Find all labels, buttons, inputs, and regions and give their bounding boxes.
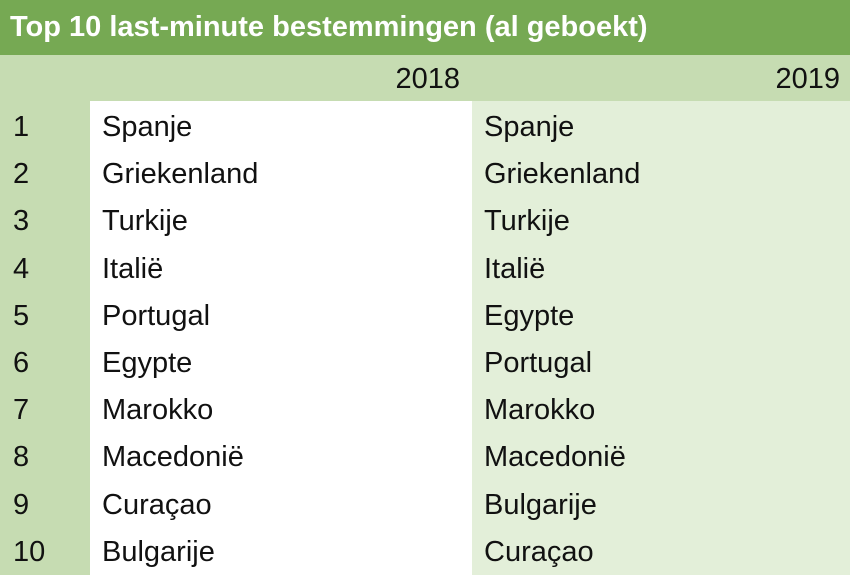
destination-2019: Italië bbox=[484, 252, 546, 285]
destination-2018: Macedonië bbox=[102, 441, 244, 474]
destination-2019: Turkije bbox=[484, 205, 570, 238]
destination-2019: Egypte bbox=[484, 299, 575, 332]
destination-2018: Italië bbox=[102, 252, 164, 285]
destination-2019: Portugal bbox=[484, 347, 593, 379]
destination-2019: Curaçao bbox=[484, 535, 594, 568]
destination-2018: Turkije bbox=[102, 205, 188, 238]
destination-2019: Macedonië bbox=[484, 441, 626, 474]
rank: 1 bbox=[13, 111, 30, 143]
rank: 10 bbox=[13, 535, 46, 568]
rank: 3 bbox=[13, 205, 30, 238]
destination-2019: Marokko bbox=[484, 394, 596, 427]
rank-column bbox=[0, 101, 90, 575]
rank: 8 bbox=[13, 441, 30, 474]
destination-2018: Griekenland bbox=[102, 158, 259, 191]
rank: 7 bbox=[13, 394, 30, 427]
column-header: 2019 bbox=[775, 63, 840, 95]
rank: 5 bbox=[13, 299, 30, 332]
rank: 4 bbox=[13, 252, 30, 285]
rank: 6 bbox=[13, 347, 30, 379]
destination-2018: Marokko bbox=[102, 394, 214, 427]
header-row bbox=[0, 55, 850, 101]
destination-2018: Bulgarije bbox=[102, 535, 215, 568]
destination-2018: Curaçao bbox=[102, 488, 212, 521]
column-2019 bbox=[472, 101, 850, 575]
destination-2018: Portugal bbox=[102, 299, 211, 332]
rank: 2 bbox=[13, 158, 30, 191]
destination-2019: Spanje bbox=[484, 111, 575, 143]
column-header: 2018 bbox=[395, 63, 460, 95]
destination-2019: Griekenland bbox=[484, 158, 641, 191]
destination-2018: Egypte bbox=[102, 347, 193, 379]
title: Top 10 last-minute bestemmingen (al gebo… bbox=[0, 0, 850, 55]
rank: 9 bbox=[13, 488, 30, 521]
destination-2019: Bulgarije bbox=[484, 488, 597, 521]
destination-2018: Spanje bbox=[102, 111, 193, 143]
